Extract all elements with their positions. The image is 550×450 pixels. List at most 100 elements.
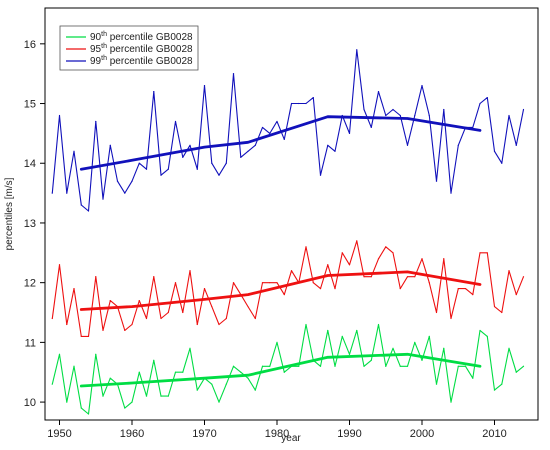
trend-line [79,270,482,311]
y-tick-label: 16 [24,39,36,51]
data-point [363,276,365,278]
data-point [80,204,82,206]
data-point [334,288,336,290]
y-tick-label: 10 [24,397,36,409]
data-point [66,323,68,326]
data-point [392,108,394,111]
data-point [58,114,61,117]
data-point [486,335,488,338]
data-point [160,317,162,320]
data-point [341,252,343,254]
data-point [493,150,496,152]
series-1 [51,240,525,338]
data-point [377,90,380,93]
data-point [305,102,307,105]
data-point [225,162,227,164]
data-point [319,365,322,367]
plot-frame [44,7,539,421]
data-point [283,294,285,296]
data-point [406,365,409,367]
data-point [167,395,169,397]
data-point [392,347,394,349]
data-point [435,311,438,314]
data-point [515,294,517,296]
data-point [254,144,256,146]
data-point [269,365,271,367]
data-point [182,311,184,314]
data-point [464,365,467,367]
x-tick-label: 2010 [482,428,506,440]
data-point [182,156,184,158]
data-point [276,282,278,284]
data-point [356,49,358,51]
x-tick-label: 1990 [337,428,361,440]
data-point [254,317,256,320]
series-layer [51,49,525,415]
data-point [406,144,409,146]
data-point [421,85,423,87]
series-0 [51,49,525,212]
data-point [269,132,271,134]
data-point [486,252,488,254]
data-point [218,401,220,403]
data-point [472,377,474,379]
data-point [124,407,126,409]
data-point [298,102,300,105]
data-point [95,120,97,123]
data-point [305,246,307,248]
trend-line [79,115,482,171]
data-point [385,365,387,367]
data-point [341,335,343,338]
data-point [385,114,387,117]
y-tick-label: 14 [24,158,36,170]
data-point [283,371,285,373]
data-point [138,299,140,302]
data-point [421,359,423,361]
data-point [240,156,242,158]
data-point [298,365,300,367]
data-point [370,276,372,278]
data-point [124,329,126,332]
data-point [479,252,481,254]
data-point [196,389,198,391]
data-point [189,270,191,272]
data-point [189,347,191,349]
data-point [102,395,104,397]
data-point [225,317,227,320]
data-point [153,90,155,93]
series-2 [51,323,525,415]
data-point [261,365,264,367]
data-point [493,389,496,391]
data-point [319,288,322,290]
data-point [385,246,387,248]
data-point [414,114,416,117]
data-point [87,335,90,338]
data-point [363,365,365,367]
data-point [479,102,481,105]
data-point [479,329,481,332]
data-point [247,150,249,152]
y-tick-label: 12 [24,278,36,290]
legend-label: 99th percentile GB0028 [90,55,193,67]
data-point [124,192,126,194]
data-point [450,317,452,320]
data-point [290,102,293,105]
data-point [443,347,445,349]
trend-line [79,352,482,388]
x-tick-label: 1980 [265,428,289,440]
data-point [283,138,285,140]
data-point [211,305,213,308]
legend-box [59,25,199,71]
data-point [370,359,372,361]
data-point [428,282,430,284]
data-point [399,365,401,367]
data-point [450,401,452,403]
data-point [399,114,401,117]
tick-layer: 1950 1960 1970 1980 1990 2000 2010101112131415… [24,39,507,440]
data-point [138,371,140,373]
y-tick-label: 13 [24,218,36,230]
data-point [399,288,401,290]
data-point [189,144,191,146]
